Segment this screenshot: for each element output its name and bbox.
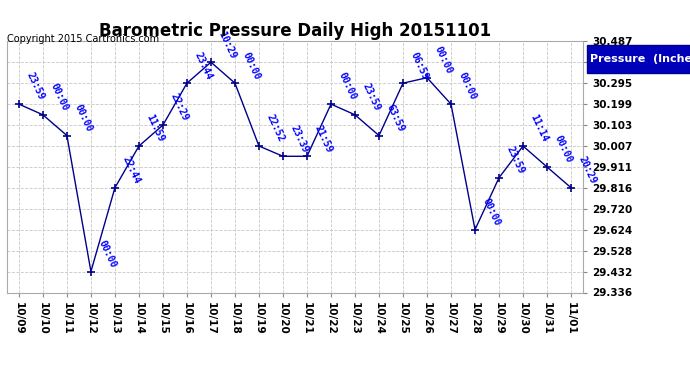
Text: 23:59: 23:59 <box>361 82 382 112</box>
Text: 00:00: 00:00 <box>553 134 574 165</box>
Text: 00:00: 00:00 <box>433 45 454 75</box>
Text: 00:00: 00:00 <box>337 71 358 102</box>
Text: 11:14: 11:14 <box>529 113 550 144</box>
Text: 00:00: 00:00 <box>97 238 118 269</box>
Text: Copyright 2015 Cartronics.com: Copyright 2015 Cartronics.com <box>7 34 159 44</box>
Title: Barometric Pressure Daily High 20151101: Barometric Pressure Daily High 20151101 <box>99 22 491 40</box>
Text: 00:00: 00:00 <box>241 50 262 81</box>
Text: 22:52: 22:52 <box>264 113 286 144</box>
Text: 23:39: 23:39 <box>288 123 310 154</box>
Text: 23:59: 23:59 <box>504 145 526 176</box>
Text: 20:29: 20:29 <box>577 155 598 186</box>
Text: 63:59: 63:59 <box>384 102 406 134</box>
Text: 00:00: 00:00 <box>457 71 478 102</box>
Text: Pressure  (Inches/Hg): Pressure (Inches/Hg) <box>590 54 690 64</box>
Text: 23:44: 23:44 <box>193 50 214 81</box>
Text: 23:59: 23:59 <box>24 71 46 102</box>
Text: 10:29: 10:29 <box>217 29 238 60</box>
Text: 00:00: 00:00 <box>72 102 94 134</box>
Text: 21:59: 21:59 <box>313 123 334 154</box>
Text: 06:59: 06:59 <box>408 50 430 81</box>
Text: 22:29: 22:29 <box>168 92 190 123</box>
Text: 00:00: 00:00 <box>480 196 502 228</box>
Text: 00:00: 00:00 <box>48 82 70 112</box>
Text: 11:59: 11:59 <box>144 113 166 144</box>
Text: 22:44: 22:44 <box>121 155 142 186</box>
